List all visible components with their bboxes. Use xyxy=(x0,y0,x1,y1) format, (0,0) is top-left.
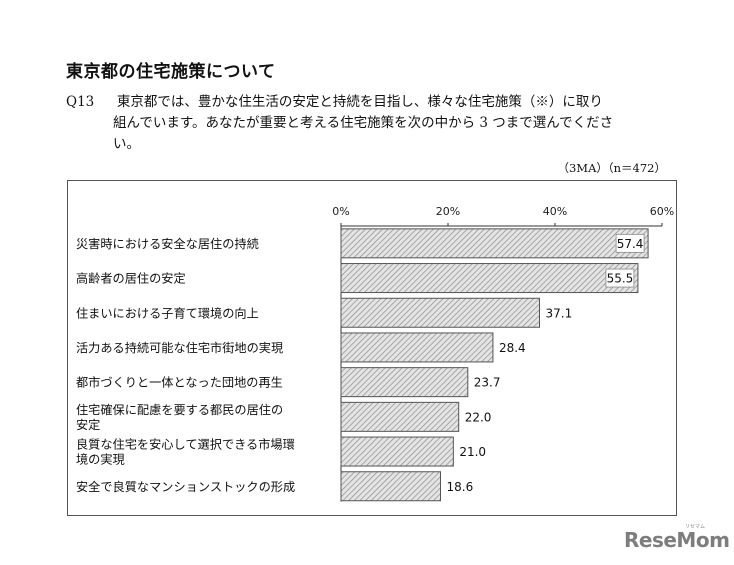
bar xyxy=(340,297,540,328)
x-tick-label: 0% xyxy=(332,205,349,218)
value-label: 18.6 xyxy=(447,480,474,494)
category-label: 良質な住宅を安心して選択できる市場環境の実現 xyxy=(76,437,295,467)
bar-chart: 0% 20% 40% 60% 災害時における安全な居住の持続 57.4 高齢者の居住の安定… xyxy=(76,205,674,502)
question-number: Q13 xyxy=(66,94,95,110)
x-tick-label: 60% xyxy=(650,205,674,218)
category-label: 高齢者の居住の安定 xyxy=(76,271,186,286)
bar xyxy=(340,228,649,259)
x-tick-label: 20% xyxy=(436,205,460,218)
value-label-box xyxy=(605,268,635,288)
value-label: 37.1 xyxy=(545,306,572,320)
value-label: 28.4 xyxy=(499,341,526,355)
question-text-1: 東京都では、豊かな住生活の安定と持続を目指し、様々な住宅施策（※）に取り xyxy=(116,94,603,110)
page-title: 東京都の住宅施策について xyxy=(66,62,276,82)
resemom-logo-sub: リセマム xyxy=(685,524,706,530)
category-label: 活力ある持続可能な住宅市街地の実現 xyxy=(76,340,283,355)
sample-note: （3MA）（n＝472） xyxy=(557,161,666,175)
category-label: 住宅確保に配慮を要する都民の居住の安定 xyxy=(76,402,283,432)
category-label: 住まいにおける子育て環境の向上 xyxy=(76,305,259,320)
category-label: 都市づくりと一体となった団地の再生 xyxy=(76,375,283,390)
value-label: 21.0 xyxy=(459,445,486,459)
category-label: 災害時における安全な居住の持続 xyxy=(76,236,259,251)
bar xyxy=(340,436,454,467)
question-text-3: い。 xyxy=(113,136,140,152)
bar xyxy=(340,263,639,294)
chart-frame: 0% 20% 40% 60% 災害時における安全な居住の持続 57.4 高齢者の居住の安定… xyxy=(67,180,677,516)
bar xyxy=(340,471,442,502)
resemom-logo: ReseMom xyxy=(624,528,730,552)
bar xyxy=(340,401,460,432)
question-text-2: 組んでいます。あなたが重要と考える住宅施策を次の中から 3 つまで選んでくださ xyxy=(113,115,614,131)
bar xyxy=(340,367,469,398)
category-label: 安全で良質なマンションストックの形成 xyxy=(76,479,295,494)
value-label: 22.0 xyxy=(465,410,492,424)
value-label: 23.7 xyxy=(474,376,501,390)
value-label: 55.5 xyxy=(607,272,634,286)
x-tick-label: 40% xyxy=(543,205,567,218)
value-label-box xyxy=(615,233,645,253)
value-label: 57.4 xyxy=(617,237,644,251)
question-line-1: Q13 東京都では、豊かな住生活の安定と持続を目指し、様々な住宅施策（※）に取り xyxy=(66,92,676,113)
bar xyxy=(340,332,494,363)
question-block: Q13 東京都では、豊かな住生活の安定と持続を目指し、様々な住宅施策（※）に取り… xyxy=(66,92,676,155)
